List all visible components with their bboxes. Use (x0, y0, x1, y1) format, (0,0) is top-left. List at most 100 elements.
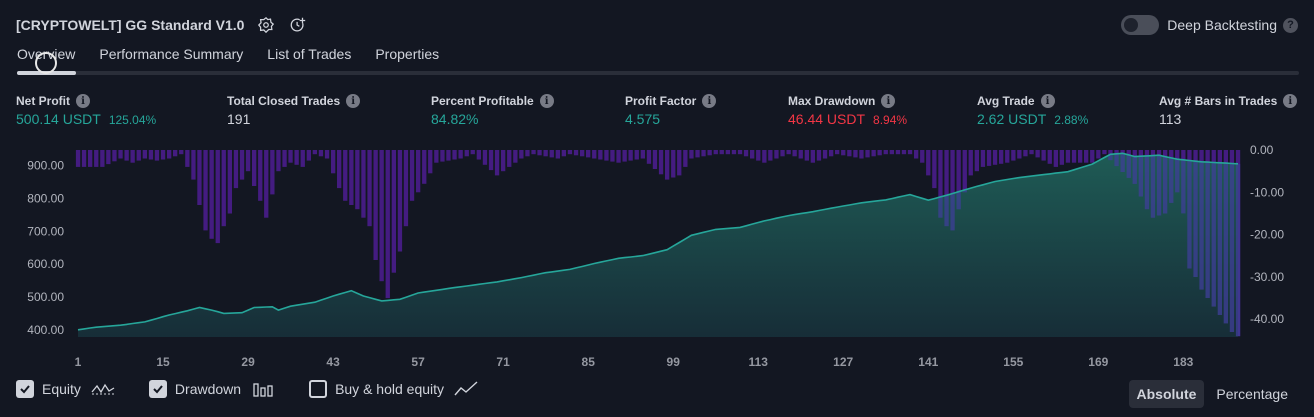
drawdown-bar (288, 150, 293, 163)
stat-label: Profit Factor (625, 94, 697, 108)
trade-axis-label: 127 (833, 355, 853, 369)
drawdown-bar (1041, 150, 1046, 161)
equity-axis-label: 600.00 (27, 257, 64, 271)
drawdown-bar (276, 150, 281, 172)
drawdown-bar (324, 150, 330, 159)
drawdown-bar (580, 150, 585, 157)
legend-label: Equity (42, 381, 81, 397)
drawdown-bar-overlap (956, 191, 961, 210)
drawdown-bar (458, 150, 463, 159)
equity-checkbox[interactable] (16, 380, 34, 398)
drawdown-bar (555, 150, 560, 159)
drawdown-bar (331, 150, 336, 174)
stat-value: 113 (1159, 111, 1182, 127)
drawdown-bar-overlap (1205, 162, 1210, 298)
help-icon[interactable]: ? (1283, 17, 1298, 33)
drawdown-bar (1090, 150, 1095, 163)
legend-equity[interactable]: Equity (16, 380, 115, 398)
info-icon[interactable]: i (76, 94, 90, 108)
drawdown-bar (829, 150, 834, 157)
drawdown-bar (859, 150, 864, 159)
tab-performance-summary[interactable]: Performance Summary (99, 46, 244, 62)
drawdown-bar (689, 150, 694, 159)
chart-legend: Equity Drawdown Buy & hold equity (16, 380, 512, 398)
stat-value: 4.575 (625, 111, 661, 127)
drawdown-bar-overlap (1114, 153, 1119, 167)
drawdown-bar (373, 150, 378, 260)
drawdown-bar-overlap (1108, 154, 1113, 161)
drawdown-bar (768, 150, 773, 161)
equity-drawdown-chart[interactable]: 900.00 800.00 700.00 600.00 500.00 400.00 0.0… (0, 140, 1314, 375)
drawdown-bar (992, 150, 998, 165)
deep-backtesting-toggle[interactable] (1121, 15, 1160, 35)
drawdown-bar (130, 150, 135, 163)
drawdown-bar (798, 150, 803, 159)
drawdown-bar (531, 150, 536, 155)
drawdown-bar (81, 150, 87, 167)
settings-icon[interactable] (256, 15, 276, 35)
tab-list-of-trades[interactable]: List of Trades (267, 46, 352, 62)
drawdown-bar-overlap (962, 189, 967, 193)
drawdown-bar (604, 150, 609, 161)
info-icon[interactable]: i (881, 94, 896, 108)
drawdown-bar (203, 150, 208, 231)
drawdown-bar-overlap (1217, 162, 1222, 315)
info-icon[interactable]: i (539, 94, 554, 108)
drawdown-bar (889, 150, 894, 155)
drawdown-bar (428, 150, 433, 174)
absolute-button[interactable]: Absolute (1128, 380, 1205, 408)
info-icon[interactable]: i (1283, 94, 1298, 108)
drawdown-bar (750, 150, 755, 159)
drawdown-bar (1035, 150, 1040, 158)
equity-axis-label: 700.00 (27, 224, 64, 238)
stat-value: 46.44 USDT (788, 111, 866, 127)
percentage-button[interactable]: Percentage (1216, 386, 1288, 402)
drawdown-bar (956, 150, 961, 210)
drawdown-bar-overlap (944, 195, 949, 227)
stat-sub-value: 8.94% (873, 113, 908, 127)
legend-drawdown[interactable]: Drawdown (148, 380, 275, 398)
drawdown-bar-overlap (1169, 157, 1174, 203)
drawdown-axis-label: 0.00 (1250, 143, 1274, 157)
drawdown-bar (652, 150, 658, 169)
drawdown-bar (422, 150, 427, 184)
drawdown-bar (616, 150, 621, 163)
drawdown-bar (452, 150, 457, 160)
buy-hold-checkbox[interactable] (309, 380, 328, 398)
drawdown-bar (239, 150, 245, 180)
drawdown-bar (901, 150, 907, 155)
drawdown-bar (938, 150, 943, 218)
drawdown-axis-label: -10.00 (1250, 185, 1284, 199)
drawdown-bar (1017, 150, 1022, 159)
info-icon[interactable]: i (702, 94, 717, 108)
drawdown-axis-label: -20.00 (1250, 228, 1284, 242)
drawdown-bar (100, 150, 105, 167)
info-icon[interactable]: i (1040, 94, 1055, 108)
drawdown-bar (245, 150, 251, 172)
drawdown-bar-overlap (1138, 156, 1143, 197)
drawdown-bar (1053, 150, 1058, 167)
tab-properties[interactable]: Properties (375, 46, 440, 62)
add-alert-icon[interactable] (288, 15, 308, 35)
stat-avg-bars-in-trades: Avg # Bars in Trades i 113 (1159, 93, 1298, 131)
drawdown-bar (665, 150, 670, 180)
trade-axis-label: 1 (75, 355, 82, 369)
drawdown-bar (136, 150, 141, 161)
drawdown-bar (968, 150, 973, 176)
drawdown-bar-overlap (1211, 162, 1216, 307)
drawdown-bar (494, 150, 500, 176)
legend-label: Buy & hold equity (335, 381, 445, 397)
legend-buy-hold-equity[interactable]: Buy & hold equity (309, 380, 478, 398)
stat-value: 191 (227, 111, 251, 127)
drawdown-checkbox[interactable] (148, 380, 167, 398)
strategy-header: [CRYPTOWELT] GG Standard V1.0 Deep Backt… (16, 12, 1298, 38)
stat-avg-trade: Avg Trade i 2.62 USDT 2.88% (977, 93, 1088, 131)
drawdown-bar (75, 150, 81, 167)
drawdown-bar (810, 150, 815, 163)
drawdown-bar (124, 150, 129, 161)
info-icon[interactable]: i (346, 94, 361, 108)
trade-axis-label: 155 (1003, 355, 1023, 369)
strategy-title: [CRYPTOWELT] GG Standard V1.0 (16, 17, 245, 33)
drawdown-bar (488, 150, 494, 171)
drawdown-bar (780, 150, 785, 157)
